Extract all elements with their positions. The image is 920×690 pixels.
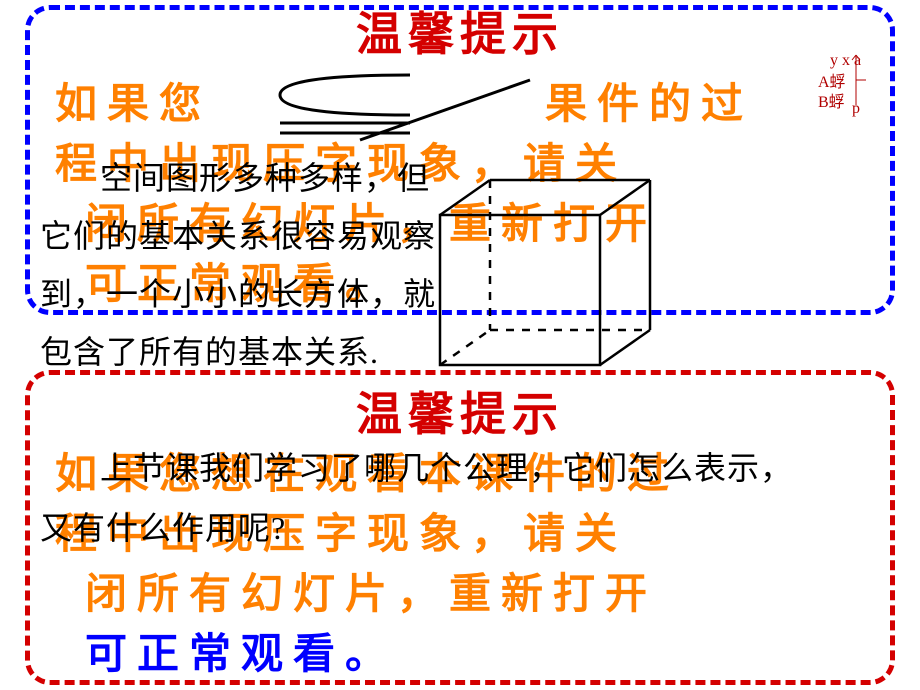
orange-line-1a: 如果您 — [55, 70, 211, 131]
black-p1c: 到，一个小小的长方体，就 — [40, 266, 436, 324]
bottom-blue-4: 可正常观看。 — [85, 620, 397, 681]
subset-symbol — [260, 65, 540, 145]
top-title: 温馨提示 — [0, 0, 920, 64]
bottom-orange-3: 闭所有幻灯片，重新打开 — [85, 560, 657, 621]
corner-arrows — [850, 50, 870, 110]
orange-line-1b: 果件的过 — [545, 70, 753, 131]
black-p1b: 它们的基本关系很容易观察 — [40, 208, 436, 266]
black-q2: 又有什么作用呢? — [40, 500, 286, 558]
black-p1d: 包含了所有的基本关系. — [40, 324, 379, 382]
black-p1a: 空间图形多种多样，但 — [100, 150, 430, 208]
black-q1: 上节课我们学习了哪几个公理，它们怎么表示， — [100, 440, 793, 498]
corner-b: B蜉 — [818, 88, 845, 112]
cube-diagram — [430, 175, 670, 375]
bottom-title: 温馨提示 — [0, 378, 920, 444]
